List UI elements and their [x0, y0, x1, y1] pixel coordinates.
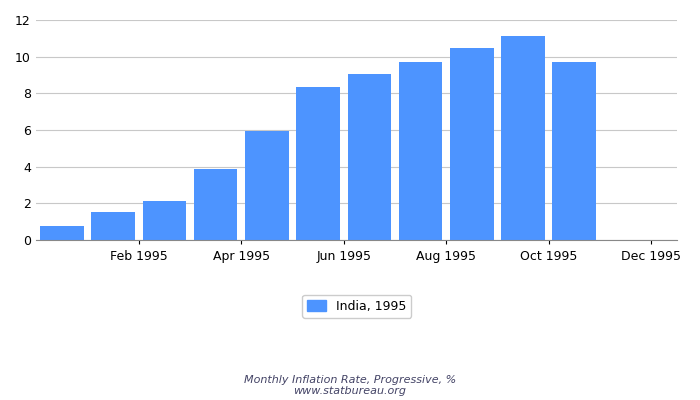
Bar	[92, 212, 135, 240]
Bar	[296, 87, 340, 240]
Text: Monthly Inflation Rate, Progressive, %: Monthly Inflation Rate, Progressive, %	[244, 375, 456, 385]
Bar	[41, 226, 84, 240]
Bar	[194, 170, 237, 240]
Text: www.statbureau.org: www.statbureau.org	[293, 386, 407, 396]
Bar	[143, 200, 186, 240]
Bar	[450, 48, 494, 240]
Bar	[348, 74, 391, 240]
Bar	[501, 36, 545, 240]
Bar	[399, 62, 442, 240]
Bar	[245, 131, 288, 240]
Legend: India, 1995: India, 1995	[302, 295, 411, 318]
Bar	[552, 62, 596, 240]
